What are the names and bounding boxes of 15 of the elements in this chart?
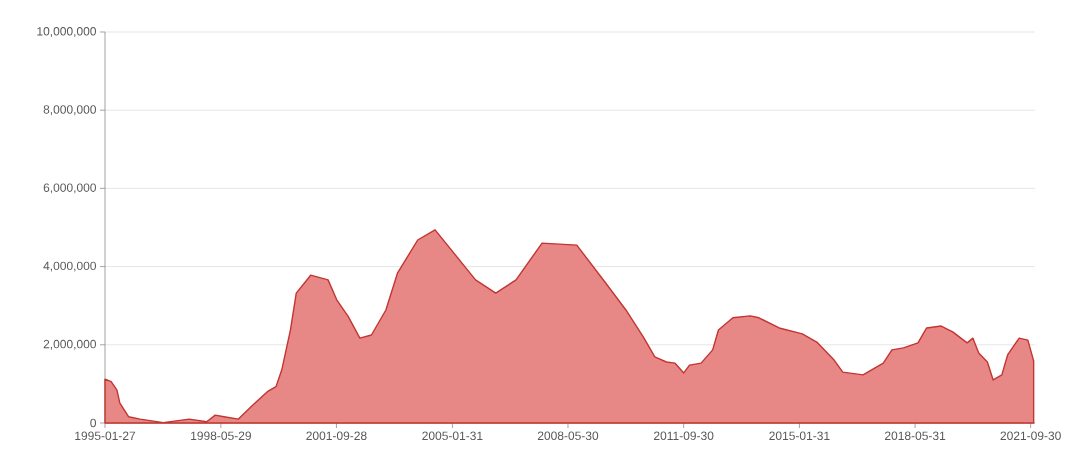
x-tick-label: 2005-01-31 (422, 431, 483, 441)
x-tick-label: 1998-05-29 (191, 431, 251, 441)
y-tick-label: 8,000,000 (43, 105, 97, 116)
y-tick-label: 10,000,000 (37, 27, 97, 37)
x-tick-label: 2001-09-28 (306, 431, 367, 441)
x-tick-label: 2015-01-31 (769, 431, 830, 441)
y-tick-label: 4,000,000 (43, 261, 97, 272)
x-tick-label: 2011-09-30 (654, 431, 714, 441)
x-tick-label: 2018-05-31 (884, 431, 946, 441)
y-tick-label: 2,000,000 (43, 339, 97, 350)
x-tick-label: 1995-01-27 (75, 431, 136, 441)
y-tick-label: 6,000,000 (43, 183, 97, 194)
y-tick-label: 0 (90, 418, 97, 428)
x-tick-label: 2021-09-30 (1000, 431, 1061, 441)
x-tick-label: 2008-05-30 (537, 431, 599, 441)
